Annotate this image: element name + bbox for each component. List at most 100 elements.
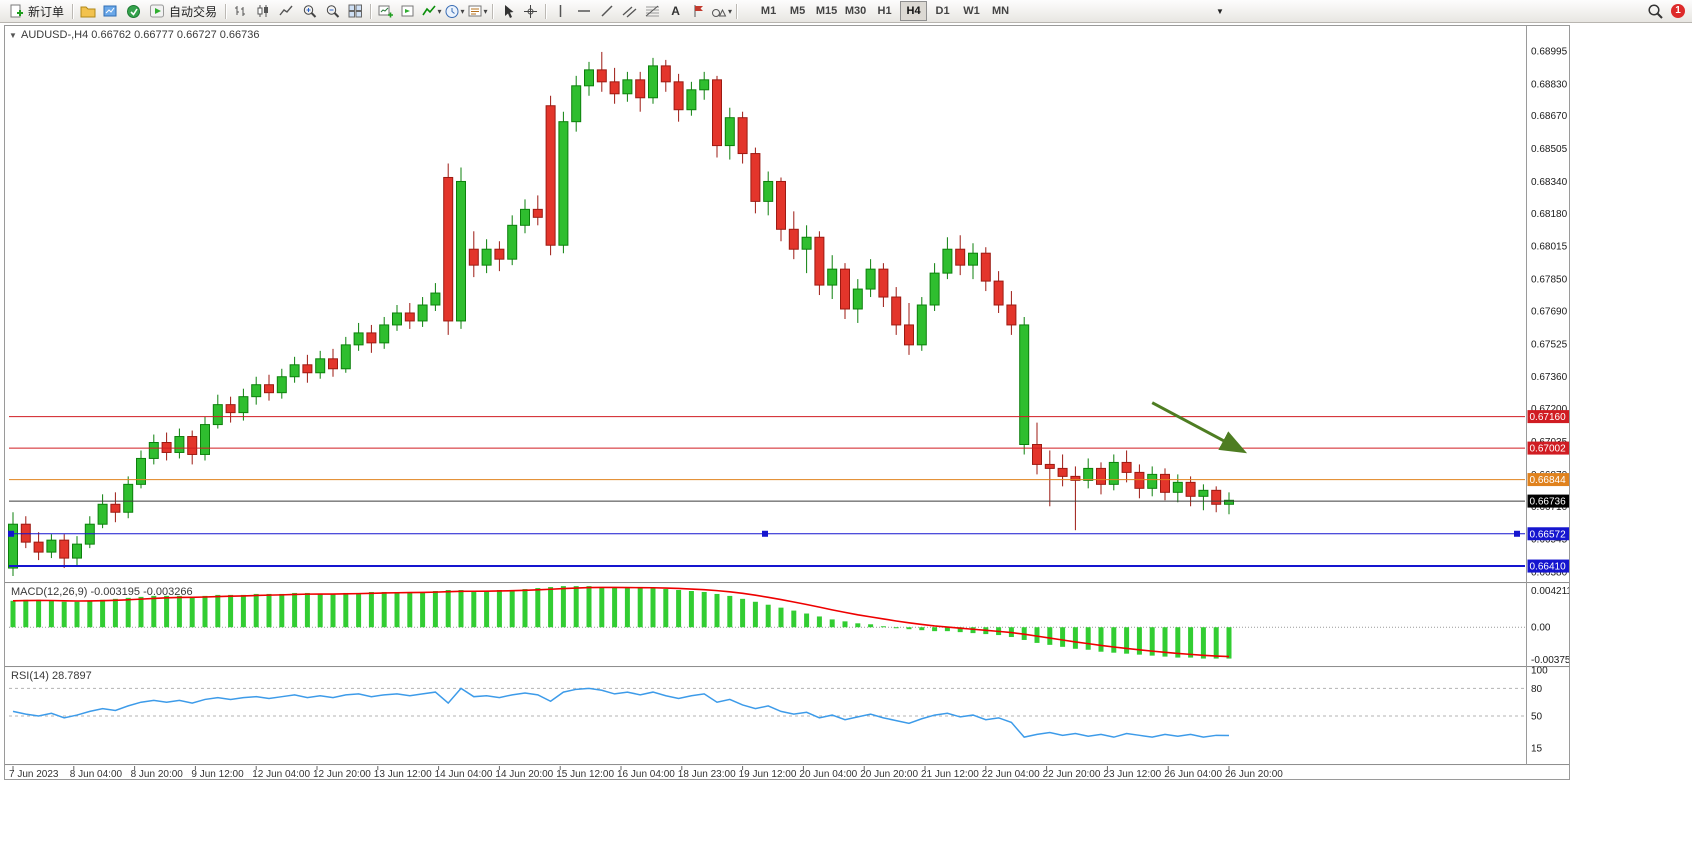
channel-button[interactable] (618, 1, 641, 21)
candle (200, 424, 210, 455)
price-axis-label: 0.68670 (1531, 111, 1568, 122)
candle (225, 404, 236, 414)
timeframe-M30[interactable]: M30 (844, 5, 867, 17)
macd-axis-label: 0.00 (1531, 623, 1551, 634)
price-tag-label: 0.66410 (1530, 562, 1567, 573)
timeframe-D1[interactable]: D1 (935, 5, 950, 17)
hline-handle[interactable] (762, 530, 768, 537)
zoom-out-icon (326, 4, 339, 18)
chevron-down-icon: ▾ (728, 6, 733, 16)
hline-handle[interactable] (8, 530, 14, 537)
timeframe-W1[interactable]: W1 (963, 5, 980, 17)
date-label: 22 Jun 20:00 (1043, 769, 1101, 779)
notification-badge[interactable]: 1 (1671, 4, 1685, 18)
autotrading-button[interactable]: 自动交易 (145, 1, 222, 21)
toolbar-separator (225, 3, 227, 19)
timeframe-M1[interactable]: M1 (760, 5, 777, 17)
symbol-dropdown-icon[interactable]: ▼ (9, 31, 17, 40)
date-label: 18 Jun 23:00 (678, 769, 736, 779)
candle (648, 65, 658, 99)
date-label: 16 Jun 04:00 (617, 769, 675, 779)
cursor-button[interactable] (496, 1, 519, 21)
candle (59, 539, 70, 559)
indicators-button[interactable]: ▾ (420, 1, 443, 21)
candle (1108, 461, 1119, 485)
chart-shift-button[interactable] (397, 1, 420, 21)
candle (686, 89, 697, 111)
date-label: 9 Jun 12:00 (191, 769, 244, 779)
candle (622, 79, 633, 95)
candle (187, 436, 198, 455)
timeframe-H4[interactable]: H4 (900, 1, 928, 21)
toolbar-separator (72, 3, 74, 19)
search-button[interactable] (1647, 3, 1664, 25)
trendline-button[interactable] (595, 1, 618, 21)
vertical-line-button[interactable] (549, 1, 572, 21)
refresh-button[interactable] (122, 1, 145, 21)
candle (558, 121, 569, 246)
timeframe-H1[interactable]: H1 (877, 5, 892, 17)
candlestick-chart-icon (257, 5, 269, 17)
candle (366, 332, 377, 344)
crosshair-button[interactable] (519, 1, 542, 21)
shapes-button[interactable]: ▾ (710, 1, 733, 21)
market-watch-button[interactable] (99, 1, 122, 21)
price-axis-label: 0.68015 (1531, 242, 1568, 253)
timeframe-MN[interactable]: MN (991, 5, 1010, 17)
candle (212, 404, 223, 426)
candlestick-chart-button[interactable] (252, 1, 275, 21)
hline-handle[interactable] (1514, 530, 1520, 537)
candle (814, 236, 825, 286)
toolbar-separator (545, 3, 547, 19)
autotrading-icon (150, 4, 165, 18)
line-chart-icon (279, 5, 293, 16)
zoom-out-button[interactable] (321, 1, 344, 21)
candle (136, 457, 146, 485)
candle (1083, 467, 1094, 481)
price-tag (1527, 494, 1569, 508)
candle (571, 85, 582, 123)
candle (1070, 475, 1081, 481)
cursor-icon (504, 4, 514, 18)
candle (929, 272, 940, 306)
line-chart-button[interactable] (275, 1, 298, 21)
price-axis-label: 0.67850 (1531, 275, 1568, 286)
trendline-icon (601, 5, 613, 17)
new-chart-button[interactable] (374, 1, 397, 21)
rsi-axis-label: 50 (1531, 712, 1543, 723)
price-tag (1527, 559, 1569, 573)
chart-window: 0.68995 0.68830 0.68670 0.68505 0.68340 0.681… (4, 25, 1570, 780)
templates-button[interactable]: ▾ (466, 1, 489, 21)
macd-axis-label: -0.003755 (1531, 655, 1569, 666)
new-order-button[interactable]: 新订单 (4, 1, 69, 21)
price-chart[interactable]: 0.68995 0.68830 0.68670 0.68505 0.68340 0.681… (5, 26, 1569, 779)
candle (1044, 463, 1055, 469)
search-icon (1648, 4, 1663, 19)
candle (993, 280, 1004, 306)
candle (712, 79, 722, 147)
trend-arrow-annotation[interactable] (1151, 401, 1248, 454)
date-label: 14 Jun 04:00 (435, 769, 493, 779)
arrow-label-button[interactable] (687, 1, 710, 21)
chart-shift-icon (401, 5, 414, 17)
refresh-icon (127, 4, 141, 18)
candle (456, 180, 466, 322)
timeframe-M5[interactable]: M5 (789, 5, 806, 17)
candle (980, 252, 991, 282)
zoom-in-button[interactable] (298, 1, 321, 21)
tile-windows-button[interactable] (344, 1, 367, 21)
candle (609, 81, 620, 95)
candle (264, 384, 274, 394)
horizontal-line-button[interactable] (572, 1, 595, 21)
shapes-icon (712, 8, 727, 17)
text-button[interactable]: A (664, 1, 687, 21)
fibonacci-button[interactable] (641, 1, 664, 21)
timeframe-M15[interactable]: M15 (815, 5, 838, 17)
candle (532, 208, 543, 218)
candle (1134, 471, 1145, 489)
bar-chart-button[interactable] (229, 1, 252, 21)
fibonacci-icon (645, 5, 660, 17)
periods-button[interactable]: ▾ (443, 1, 466, 21)
toolbar-overflow-icon[interactable]: ▼ (1216, 7, 1224, 16)
profiles-button[interactable] (76, 1, 99, 21)
